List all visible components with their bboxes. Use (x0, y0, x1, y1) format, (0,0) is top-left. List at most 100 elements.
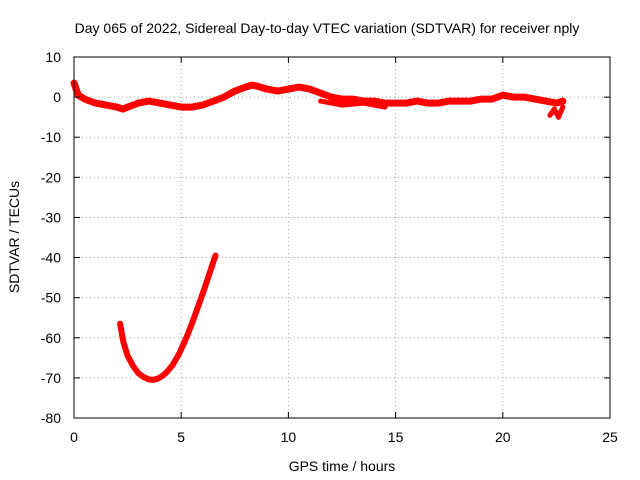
data-point (285, 86, 291, 92)
data-point (275, 88, 281, 94)
data-point (210, 98, 216, 104)
x-tick-label: 20 (495, 429, 511, 445)
data-point (157, 100, 163, 106)
data-point (553, 100, 559, 106)
data-point (436, 100, 441, 106)
data-point (543, 98, 549, 104)
data-point (560, 104, 566, 110)
data-point (243, 84, 248, 90)
data-point (556, 114, 561, 120)
data-point (339, 102, 345, 108)
data-point (221, 94, 227, 100)
x-tick-label: 0 (70, 429, 78, 445)
data-point (339, 96, 345, 102)
data-point (159, 373, 165, 379)
data-point (307, 86, 313, 92)
data-point (200, 102, 206, 108)
data-point (318, 90, 324, 96)
data-point (189, 104, 195, 110)
y-tick-label: -10 (41, 129, 61, 145)
data-point (82, 96, 88, 102)
data-point (176, 351, 182, 357)
x-tick-label: 15 (388, 429, 404, 445)
data-point (207, 269, 213, 275)
data-point (253, 83, 259, 89)
axis-ticks (73, 56, 611, 419)
data-point (146, 98, 152, 104)
data-point (382, 104, 388, 110)
y-axis-tick-labels: -80 -70 -60 -50 -40 -30 -20 -10 0 10 (41, 49, 61, 426)
data-point (146, 377, 152, 382)
data-point (120, 106, 126, 112)
x-axis-label: GPS time / hours (289, 458, 396, 474)
data-point (213, 253, 218, 258)
data-point (189, 321, 195, 327)
data-point (183, 337, 188, 343)
series-low-arc (117, 252, 219, 383)
data-point (125, 104, 131, 110)
x-axis-tick-labels: 0 5 10 15 20 25 (70, 429, 618, 445)
data-point (457, 98, 463, 104)
y-tick-label: 10 (45, 49, 61, 65)
data-point (141, 374, 147, 380)
y-tick-label: -60 (41, 330, 61, 346)
data-point (155, 376, 161, 382)
y-tick-label: -30 (41, 209, 61, 225)
data-point (532, 96, 538, 102)
data-point (114, 104, 120, 110)
data-point (551, 106, 557, 112)
data-point (403, 100, 409, 106)
y-tick-label: 0 (53, 89, 61, 105)
plot-frame (73, 56, 611, 419)
x-tick-label: 25 (602, 429, 618, 445)
data-point (425, 100, 431, 106)
data-point (130, 363, 136, 369)
data-point (296, 84, 302, 90)
y-tick-label: -70 (41, 370, 61, 386)
data-point (318, 98, 324, 104)
data-point (103, 102, 109, 108)
x-tick-label: 5 (177, 429, 185, 445)
data-point (328, 94, 334, 100)
data-point (500, 92, 506, 98)
data-point (135, 100, 141, 106)
data-point (168, 102, 173, 108)
data-point (350, 96, 356, 102)
data-point (120, 339, 126, 345)
data-point (478, 96, 484, 102)
data-point (150, 377, 156, 383)
y-axis-label: SDTVAR / TECUs (6, 181, 22, 293)
data-point (202, 285, 208, 291)
data-point (264, 86, 270, 92)
data-point (135, 370, 141, 376)
data-point (511, 94, 516, 100)
data-point (468, 98, 474, 104)
chart-title: Day 065 of 2022, Sidereal Day-to-day VTE… (75, 20, 580, 36)
y-tick-label: -20 (41, 169, 61, 185)
grid-lines (74, 57, 610, 418)
data-point (560, 98, 566, 104)
data-point (414, 98, 420, 104)
data-point (92, 100, 98, 106)
series-main-band (70, 79, 567, 113)
y-tick-label: -40 (41, 250, 61, 266)
data-point (249, 82, 255, 88)
data-point (163, 370, 169, 376)
series-tail (547, 104, 566, 120)
data-point (195, 303, 201, 309)
y-tick-label: -80 (41, 410, 61, 426)
data-series (70, 79, 567, 383)
data-point (393, 100, 399, 106)
data-point (178, 104, 184, 110)
data-point (360, 100, 366, 106)
y-tick-label: -50 (41, 290, 61, 306)
data-point (117, 321, 123, 327)
x-tick-label: 10 (281, 429, 297, 445)
data-point (75, 92, 81, 98)
data-point (489, 96, 495, 102)
data-point (521, 94, 527, 100)
data-point (232, 88, 238, 94)
data-point (170, 362, 176, 368)
data-point (125, 353, 131, 359)
